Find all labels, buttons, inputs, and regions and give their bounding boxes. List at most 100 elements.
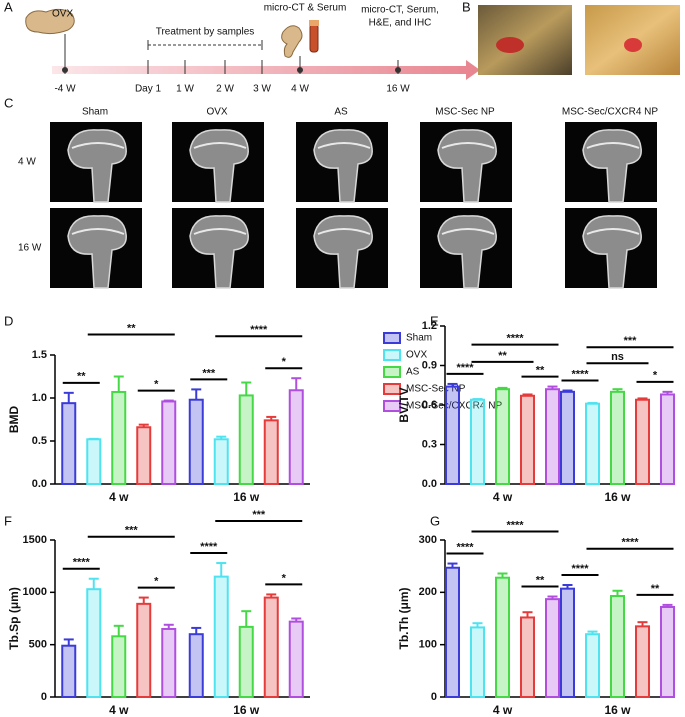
bar (635, 625, 650, 698)
legend-label: MSC-Sec NP (406, 384, 466, 395)
significance-label: ** (536, 364, 545, 376)
surgery-photo (478, 5, 572, 75)
timeline-text: micro-CT, Serum, (361, 5, 439, 16)
timeline-text: Treatment by samples (156, 27, 255, 38)
y-tick-label: 0.5 (32, 435, 47, 447)
y-tick-label: 500 (29, 639, 47, 651)
wound (624, 38, 642, 52)
significance-label: **** (506, 332, 524, 344)
bar (520, 394, 535, 485)
significance-label: *** (202, 367, 216, 379)
bar (238, 394, 254, 486)
y-tick-label: 1.0 (32, 392, 47, 404)
significance-label: **** (250, 324, 268, 336)
bar (86, 438, 102, 485)
y-axis-label: BMD (7, 406, 21, 434)
ct-column-label: Sham (82, 107, 108, 118)
bar (161, 627, 177, 699)
panel-label: G (430, 513, 440, 528)
ct-bone (437, 215, 497, 289)
bar (136, 602, 152, 699)
legend-swatch (383, 332, 401, 344)
bar (635, 398, 650, 486)
timeline-label: Day 1 (135, 84, 162, 95)
bar (86, 588, 102, 699)
legend-swatch (383, 366, 401, 378)
significance-label: *** (624, 335, 638, 347)
significance-label: *** (125, 525, 139, 537)
significance-label: **** (456, 541, 474, 553)
ct-plate (441, 228, 495, 235)
timeline-label: 2 W (216, 84, 234, 95)
bar (610, 594, 625, 698)
ct-plate (317, 142, 371, 149)
significance-label: * (282, 572, 287, 584)
significance-label: ** (536, 574, 545, 586)
significance-label: ** (651, 583, 660, 595)
timeline-label: 1 W (176, 84, 194, 95)
bar (188, 398, 204, 485)
panel-label: B (462, 0, 471, 14)
ct-bone (67, 129, 127, 203)
ct-bone (582, 215, 642, 289)
legend-label: Sham (406, 333, 432, 344)
significance-label: **** (621, 537, 639, 549)
x-tick-label: 16 w (233, 490, 260, 504)
bar (470, 626, 485, 698)
ct-column-label: AS (334, 107, 348, 118)
bar (520, 616, 535, 698)
panel-label: C (4, 95, 13, 110)
timeline-text: OVX (52, 9, 73, 20)
bar (263, 419, 279, 485)
ct-bone (313, 129, 373, 203)
ct-column-label: MSC-Sec NP (435, 107, 495, 118)
serum-tube (309, 23, 319, 53)
y-tick-label: 100 (419, 639, 437, 651)
timeline-label: -4 W (54, 84, 76, 95)
bar (660, 393, 675, 486)
ct-bone (67, 215, 127, 289)
bar (61, 402, 77, 485)
y-tick-label: 1000 (23, 586, 47, 598)
y-axis-label: Tb.Th (μm) (397, 588, 411, 650)
significance-label: ns (611, 351, 624, 363)
y-axis-label: BV/TV (397, 387, 411, 422)
timeline-label: 16 W (386, 84, 410, 95)
significance-label: * (282, 356, 287, 368)
x-tick-label: 4 w (493, 490, 513, 504)
timeline-text: H&E, and IHC (369, 18, 432, 29)
significance-label: ** (498, 350, 507, 362)
x-tick-label: 16 w (604, 490, 631, 504)
bar (660, 605, 675, 699)
x-tick-label: 4 w (109, 490, 129, 504)
legend-swatch (383, 400, 401, 412)
significance-label: **** (506, 519, 524, 531)
ct-column-label: MSC-Sec/CXCR4 NP (562, 107, 658, 118)
bar (288, 389, 304, 486)
ct-plate (586, 142, 640, 149)
significance-label: ** (127, 322, 136, 334)
y-tick-label: 0.0 (422, 478, 437, 490)
y-tick-label: 200 (419, 586, 437, 598)
bar (495, 576, 510, 698)
y-tick-label: 0.6 (422, 399, 437, 411)
legend-label: MSC-Sec/CXCR4 NP (406, 401, 502, 412)
legend-swatch (383, 349, 401, 361)
y-tick-label: 0 (41, 691, 47, 703)
timeline-arrow (52, 60, 480, 80)
ct-plate (586, 228, 640, 235)
legend-label: AS (406, 367, 420, 378)
y-tick-label: 300 (419, 534, 437, 546)
y-tick-label: 0.3 (422, 438, 437, 450)
significance-label: *** (252, 509, 266, 521)
ct-row-label: 16 W (18, 243, 42, 254)
bar (560, 587, 575, 698)
significance-label: * (653, 370, 658, 382)
ct-bone (313, 215, 373, 289)
timeline-text: micro-CT & Serum (264, 3, 347, 14)
ct-row-label: 4 W (18, 157, 36, 168)
ct-plate (317, 228, 371, 235)
bar (585, 633, 600, 699)
panel-label: A (4, 0, 13, 14)
